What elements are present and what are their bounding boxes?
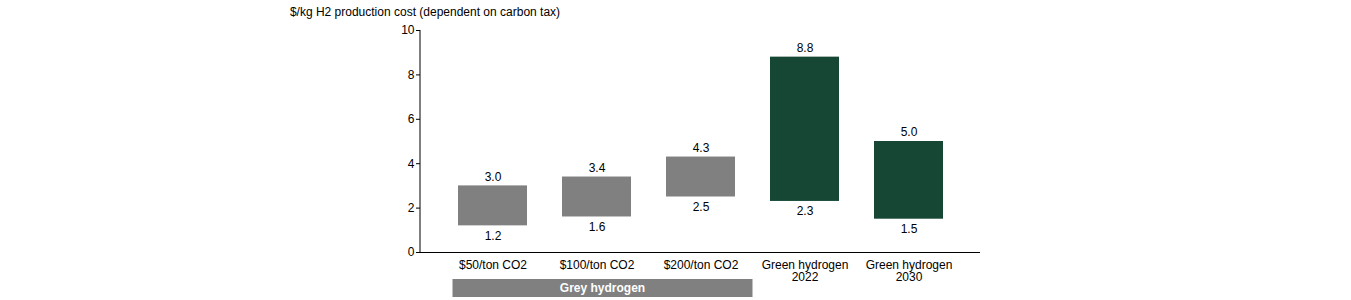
svg-text:4: 4	[408, 157, 415, 171]
svg-text:5.0: 5.0	[901, 125, 918, 139]
svg-text:Green hydrogen2030: Green hydrogen2030	[866, 258, 953, 284]
svg-text:$100/ton CO2: $100/ton CO2	[560, 258, 635, 272]
svg-text:10: 10	[401, 23, 415, 37]
svg-text:4.3: 4.3	[693, 141, 710, 155]
svg-text:1.6: 1.6	[589, 220, 606, 234]
svg-text:3.0: 3.0	[485, 170, 502, 184]
svg-text:8.8: 8.8	[797, 41, 814, 55]
svg-text:1.5: 1.5	[901, 222, 918, 236]
svg-text:1.2: 1.2	[485, 229, 502, 243]
svg-text:6: 6	[408, 112, 415, 126]
svg-text:Grey hydrogen: Grey hydrogen	[560, 281, 645, 295]
svg-text:2.5: 2.5	[693, 200, 710, 214]
svg-text:0: 0	[408, 245, 415, 259]
svg-text:Green hydrogen2022: Green hydrogen2022	[762, 258, 849, 284]
svg-text:2: 2	[408, 201, 415, 215]
svg-text:$50/ton CO2: $50/ton CO2	[459, 258, 527, 272]
svg-text:$200/ton CO2: $200/ton CO2	[664, 258, 739, 272]
svg-text:$/kg H2 production cost (depen: $/kg H2 production cost (dependent on ca…	[290, 5, 560, 19]
svg-text:2.3: 2.3	[797, 204, 814, 218]
svg-text:3.4: 3.4	[589, 161, 606, 175]
svg-text:8: 8	[408, 68, 415, 82]
